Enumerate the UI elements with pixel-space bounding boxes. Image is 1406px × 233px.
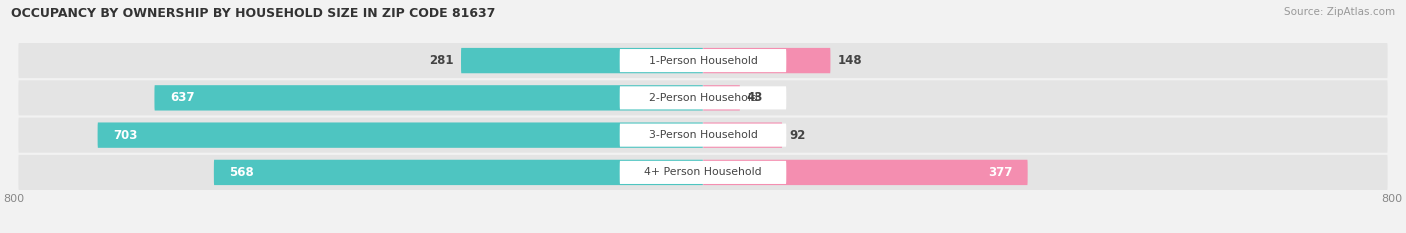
FancyBboxPatch shape — [18, 80, 1388, 115]
Text: 43: 43 — [747, 91, 763, 104]
Text: 1-Person Household: 1-Person Household — [648, 56, 758, 65]
Text: 148: 148 — [838, 54, 862, 67]
FancyBboxPatch shape — [620, 86, 786, 110]
FancyBboxPatch shape — [703, 123, 782, 148]
FancyBboxPatch shape — [461, 48, 703, 73]
Text: 281: 281 — [430, 54, 454, 67]
FancyBboxPatch shape — [155, 85, 703, 110]
Text: 92: 92 — [789, 129, 806, 142]
FancyBboxPatch shape — [703, 48, 831, 73]
Text: OCCUPANCY BY OWNERSHIP BY HOUSEHOLD SIZE IN ZIP CODE 81637: OCCUPANCY BY OWNERSHIP BY HOUSEHOLD SIZE… — [11, 7, 496, 20]
FancyBboxPatch shape — [18, 155, 1388, 190]
FancyBboxPatch shape — [620, 161, 786, 184]
Text: 3-Person Household: 3-Person Household — [648, 130, 758, 140]
Text: 637: 637 — [170, 91, 194, 104]
FancyBboxPatch shape — [18, 118, 1388, 153]
Text: 703: 703 — [112, 129, 138, 142]
Text: 377: 377 — [988, 166, 1012, 179]
FancyBboxPatch shape — [703, 85, 740, 110]
Text: 568: 568 — [229, 166, 254, 179]
FancyBboxPatch shape — [18, 43, 1388, 78]
FancyBboxPatch shape — [214, 160, 703, 185]
FancyBboxPatch shape — [703, 160, 1028, 185]
FancyBboxPatch shape — [97, 123, 703, 148]
Text: 2-Person Household: 2-Person Household — [648, 93, 758, 103]
Text: 4+ Person Household: 4+ Person Household — [644, 168, 762, 177]
Text: Source: ZipAtlas.com: Source: ZipAtlas.com — [1284, 7, 1395, 17]
FancyBboxPatch shape — [620, 49, 786, 72]
FancyBboxPatch shape — [620, 123, 786, 147]
